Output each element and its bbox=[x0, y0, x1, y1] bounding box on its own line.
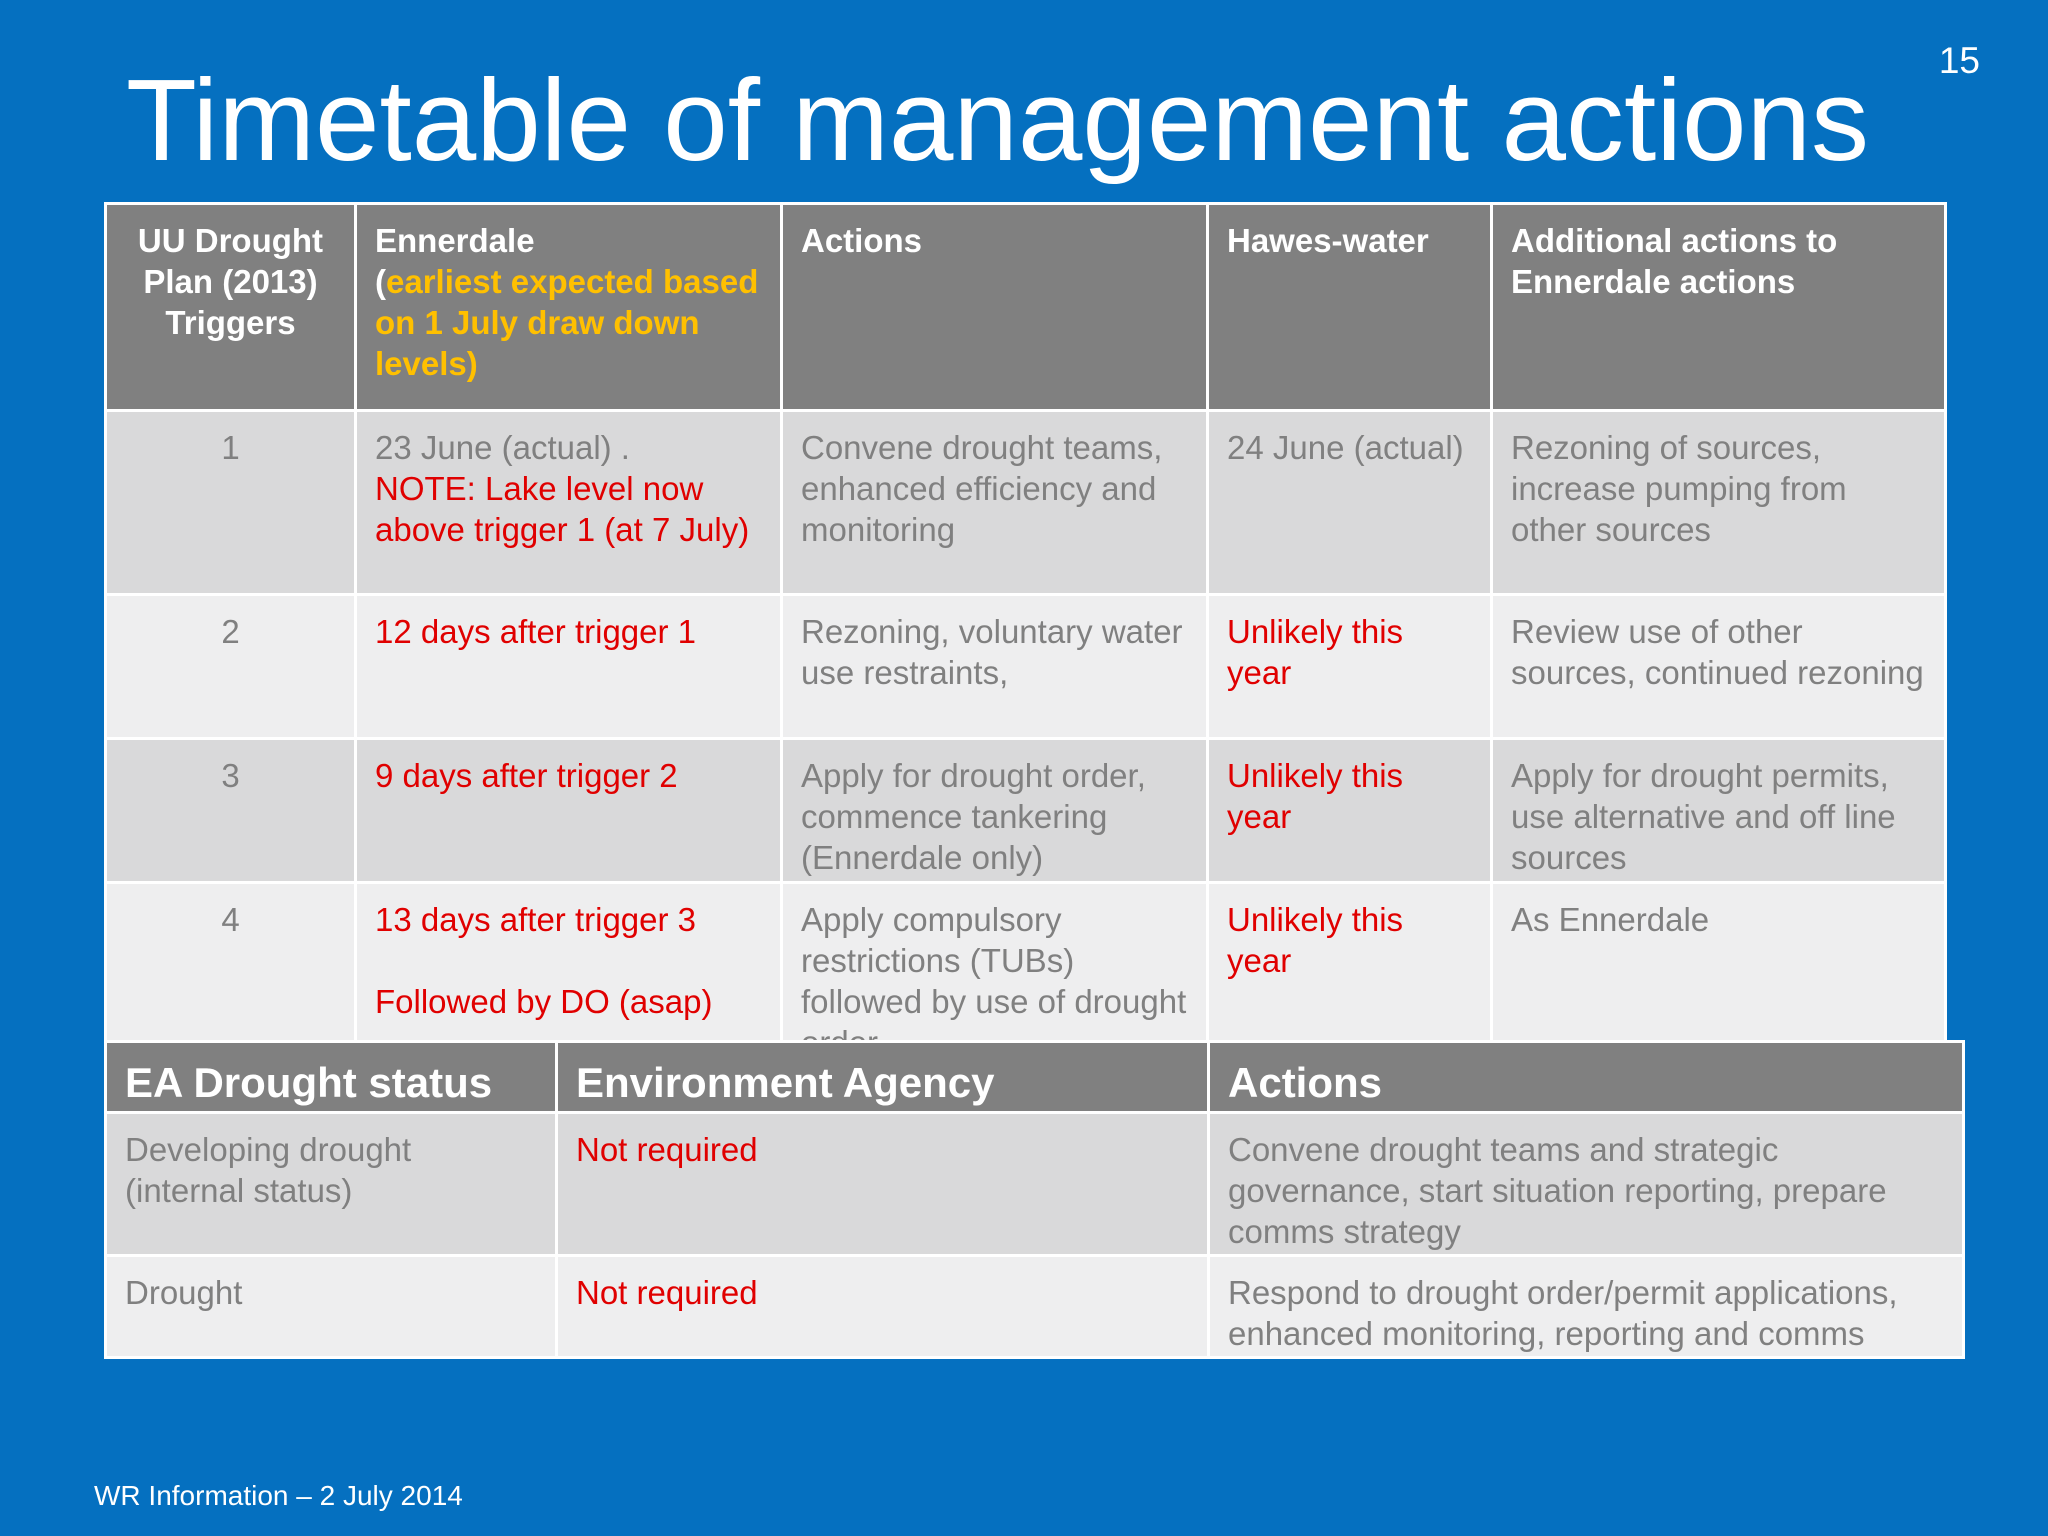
header-haweswater: Hawes-water bbox=[1206, 202, 1493, 412]
trigger-cell: 2 bbox=[104, 593, 357, 740]
header-ea-actions: Actions bbox=[1207, 1040, 1965, 1114]
ennerdale-date: 13 days after trigger 3 bbox=[375, 901, 697, 938]
ea-header-row: EA Drought status Environment Agency Act… bbox=[104, 1040, 1965, 1114]
slide-footer: WR Information – 2 July 2014 bbox=[94, 1480, 463, 1511]
header-ennerdale-paren: ( bbox=[375, 263, 386, 300]
ea-actions-cell: Respond to drought order/permit applicat… bbox=[1207, 1254, 1965, 1359]
ennerdale-cell: 12 days after trigger 1 bbox=[354, 593, 783, 740]
ennerdale-cell: 9 days after trigger 2 bbox=[354, 737, 783, 884]
header-environment-agency: Environment Agency bbox=[555, 1040, 1210, 1114]
table-row: 2 12 days after trigger 1 Rezoning, volu… bbox=[104, 593, 1947, 740]
table-row: 3 9 days after trigger 2 Apply for droug… bbox=[104, 737, 1947, 884]
header-actions: Actions bbox=[780, 202, 1209, 412]
haweswater-cell: Unlikely this year bbox=[1206, 593, 1493, 740]
additional-cell: Review use of other sources, continued r… bbox=[1490, 593, 1947, 740]
ea-agency-cell: Not required bbox=[555, 1254, 1210, 1359]
ennerdale-date: 23 June (actual) . bbox=[375, 429, 630, 466]
additional-cell: Rezoning of sources, increase pumping fr… bbox=[1490, 409, 1947, 596]
ennerdale-followup: Followed by DO (asap) bbox=[375, 983, 713, 1020]
header-ennerdale: Ennerdale (earliest expected based on 1 J… bbox=[354, 202, 783, 412]
triggers-table: UU Drought Plan (2013) Triggers Ennerdal… bbox=[104, 202, 1947, 1040]
header-ennerdale-note: earliest expected based on 1 July draw d… bbox=[375, 263, 759, 382]
header-ea-status: EA Drought status bbox=[104, 1040, 558, 1114]
ennerdale-note: NOTE: Lake level now above trigger 1 (at… bbox=[375, 470, 750, 548]
header-trigger: UU Drought Plan (2013) Triggers bbox=[104, 202, 357, 412]
ea-status-cell: Drought bbox=[104, 1254, 558, 1359]
triggers-table-clip: UU Drought Plan (2013) Triggers Ennerdal… bbox=[104, 202, 1947, 1040]
additional-cell: Apply for drought permits, use alternati… bbox=[1490, 737, 1947, 884]
table-row: Developing drought (internal status) Not… bbox=[104, 1111, 1965, 1257]
ea-status-cell: Developing drought (internal status) bbox=[104, 1111, 558, 1257]
ea-agency-cell: Not required bbox=[555, 1111, 1210, 1257]
triggers-header-row: UU Drought Plan (2013) Triggers Ennerdal… bbox=[104, 202, 1947, 412]
ennerdale-cell: 13 days after trigger 3 Followed by DO (a… bbox=[354, 881, 783, 1040]
haweswater-cell: 24 June (actual) bbox=[1206, 409, 1493, 596]
trigger-cell: 3 bbox=[104, 737, 357, 884]
ennerdale-cell: 23 June (actual) . NOTE: Lake level now a… bbox=[354, 409, 783, 596]
haweswater-cell: Unlikely this year bbox=[1206, 881, 1493, 1040]
ea-drought-table: EA Drought status Environment Agency Act… bbox=[104, 1040, 1965, 1359]
slide-number: 15 bbox=[1938, 40, 1980, 81]
table-row: Drought Not required Respond to drought … bbox=[104, 1254, 1965, 1359]
slide-title: Timetable of management actions bbox=[126, 55, 1870, 185]
trigger-cell: 1 bbox=[104, 409, 357, 596]
table-row: 4 13 days after trigger 3 Followed by DO … bbox=[104, 881, 1947, 1040]
header-ennerdale-label: Ennerdale bbox=[375, 222, 535, 259]
actions-cell: Rezoning, voluntary water use restraints… bbox=[780, 593, 1209, 740]
trigger-cell: 4 bbox=[104, 881, 357, 1040]
actions-cell: Convene drought teams, enhanced efficien… bbox=[780, 409, 1209, 596]
haweswater-cell: Unlikely this year bbox=[1206, 737, 1493, 884]
actions-cell: Apply for drought order, commence tanker… bbox=[780, 737, 1209, 884]
table-row: 1 23 June (actual) . NOTE: Lake level now… bbox=[104, 409, 1947, 596]
additional-cell: As Ennerdale bbox=[1490, 881, 1947, 1040]
actions-cell: Apply compulsory restrictions (TUBs) fol… bbox=[780, 881, 1209, 1040]
header-additional: Additional actions to Ennerdale actions bbox=[1490, 202, 1947, 412]
ea-actions-cell: Convene drought teams and strategic gove… bbox=[1207, 1111, 1965, 1257]
